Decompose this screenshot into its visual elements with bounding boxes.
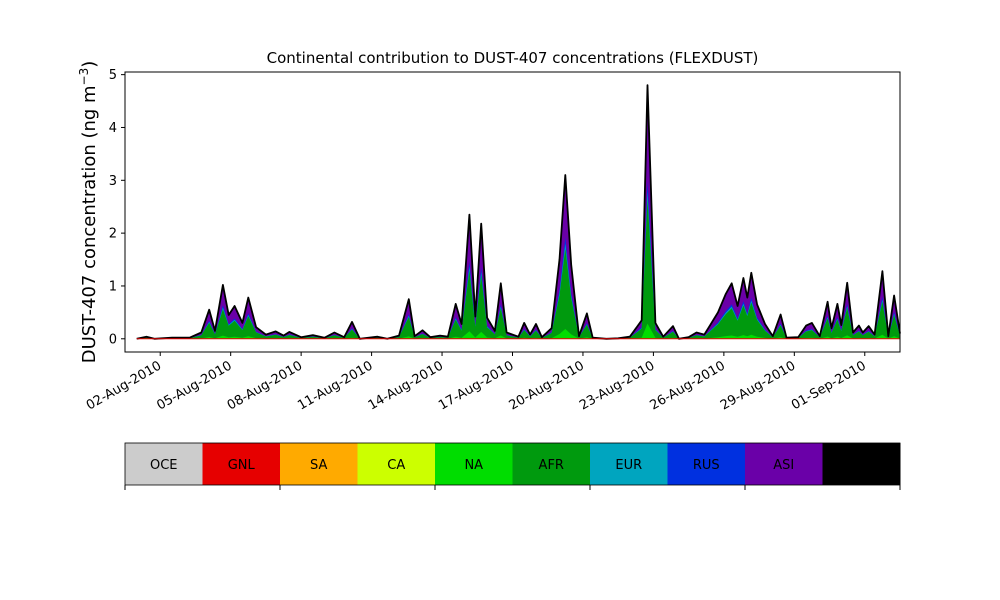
x-tick-label: 14-Aug-2010 [366,358,446,413]
legend-label-aus: AUS [848,458,875,473]
y-tick-label: 1 [109,279,117,294]
legend-label-ca: CA [387,458,405,473]
y-tick-label: 2 [109,227,117,242]
legend-label-eur: EUR [615,458,642,473]
x-tick-label: 29-Aug-2010 [718,358,798,413]
chart-title: Continental contribution to DUST-407 con… [267,49,759,67]
y-tick-label: 0 [109,332,117,347]
x-tick-label: 26-Aug-2010 [648,358,728,413]
legend-swatch-eur [590,443,668,485]
legend-label-afr: AFR [539,458,564,473]
x-tick-label: 17-Aug-2010 [436,358,516,413]
legend-swatch-aus [822,443,901,485]
legend-label-asi: ASI [773,458,794,473]
legend-swatch-na [435,443,513,485]
axes-frame [124,71,901,353]
x-tick-label: 08-Aug-2010 [225,358,305,413]
area-asi [136,85,900,339]
legend-swatch-gnl [202,443,281,485]
legend-swatch-afr [512,443,591,485]
y-axis-label-main: DUST-407 concentration (ng m [79,85,100,363]
legend-swatch-ca [357,443,436,485]
legend-swatch-rus [667,443,746,485]
x-tick-label: 02-Aug-2010 [84,358,164,413]
y-axis: 0 1 2 3 4 5 [109,68,125,347]
legend-label-rus: RUS [693,458,720,473]
x-tick-label: 05-Aug-2010 [154,358,234,413]
x-axis: 02-Aug-201005-Aug-201008-Aug-201011-Aug-… [84,352,869,414]
x-tick-label: 01-Sep-2010 [789,358,869,413]
x-tick-label: 20-Aug-2010 [507,358,587,413]
legend-label-sa: SA [310,458,327,473]
plot-area [136,84,901,340]
legend-swatch-asi [745,443,823,485]
legend-label-gnl: GNL [228,458,256,473]
legend-colorbar: OCE GNL SA CA NA AFR EUR RUS ASI AUS [124,442,901,490]
y-axis-label-exponent: −3 [77,68,91,86]
legend-label-oce: OCE [150,458,178,473]
y-tick-label: 3 [109,174,117,189]
legend-swatch-oce [125,443,203,485]
x-tick-label: 23-Aug-2010 [577,358,657,413]
legend-swatch-sa [280,443,358,485]
y-axis-label: DUST-407 concentration (ng m−3) [77,61,100,364]
series-line-total [136,84,901,340]
legend-frame [124,442,901,486]
x-tick-label: 11-Aug-2010 [295,358,375,413]
y-tick-label: 4 [109,121,117,136]
y-tick-label: 5 [109,68,117,83]
y-axis-label-close: ) [79,61,100,68]
legend-label-na: NA [464,458,483,473]
